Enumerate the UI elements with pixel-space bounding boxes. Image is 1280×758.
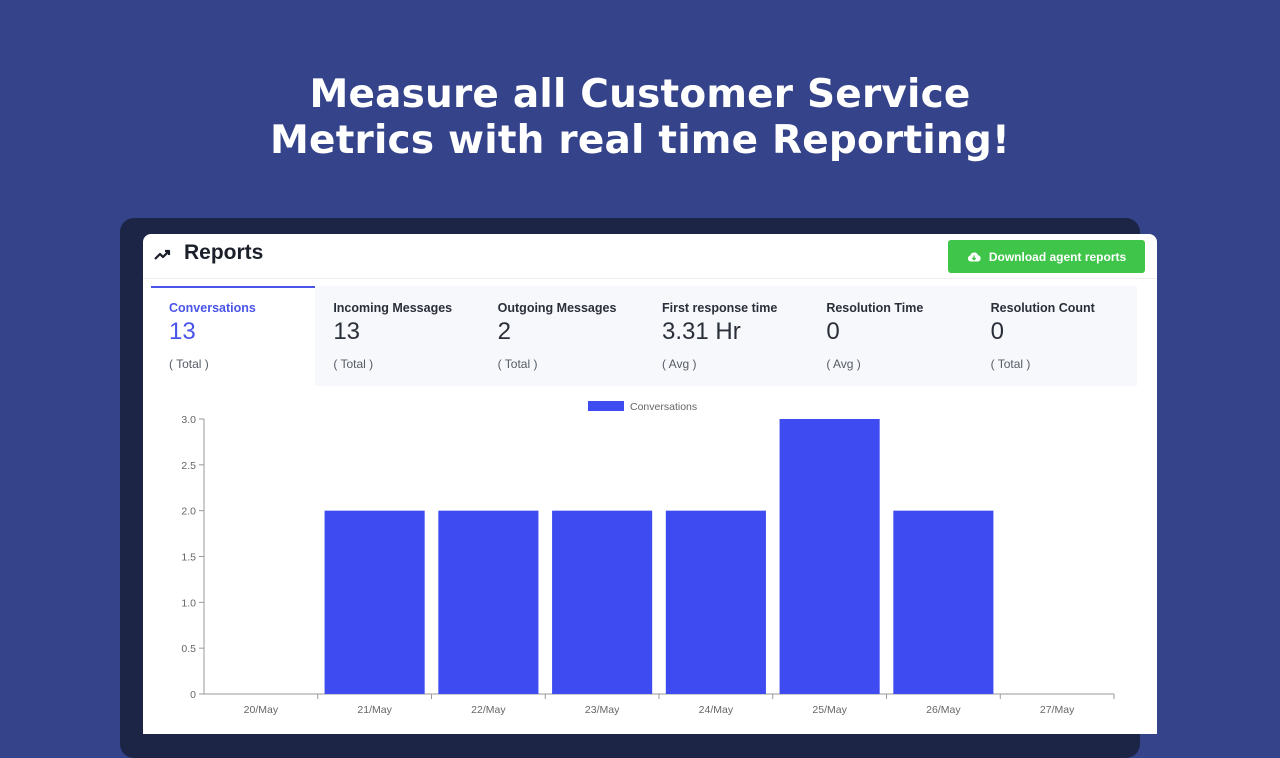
y-tick-label: 1.0	[181, 597, 196, 609]
x-tick-label: 24/May	[699, 704, 734, 716]
headline-line-1: Measure all Customer Service	[309, 72, 971, 117]
legend-label: Conversations	[630, 401, 697, 413]
bar	[438, 510, 539, 694]
y-tick-label: 2.0	[181, 506, 196, 518]
bar-chart: Conversations 0 0.5 1.0 1.5 2.0 2.5 3.0 20/May 21…	[181, 401, 1115, 716]
metric-label: Resolution Count	[990, 301, 1095, 315]
metric-value: 13	[169, 318, 196, 345]
x-tick-label: 22/May	[471, 704, 506, 716]
conversations-chart: Conversations 0 0.5 1.0 1.5 2.0 2.5 3.0 20/May 21…	[151, 386, 1137, 734]
bar	[324, 510, 425, 694]
cloud-download-icon	[967, 251, 981, 261]
metric-sub: ( Avg )	[661, 357, 697, 371]
metric-label: First response time	[661, 301, 778, 315]
metric-value: 2	[497, 318, 512, 345]
headline-line-2: Metrics with real time Reporting!	[270, 118, 1010, 163]
metric-value: 3.31 Hr	[661, 318, 741, 345]
metric-value: 13	[333, 318, 361, 345]
tab-resolution-time[interactable]: Resolution Time 0 ( Avg )	[808, 286, 972, 386]
metric-label: Outgoing Messages	[497, 301, 617, 315]
bar	[893, 510, 994, 694]
y-tick-label: 1.5	[181, 552, 196, 564]
metric-value: 0	[990, 318, 1004, 345]
x-tick-label: 25/May	[812, 704, 847, 716]
metric-label: Resolution Time	[826, 301, 924, 315]
tab-resolution-count[interactable]: Resolution Count 0 ( Total )	[973, 286, 1137, 386]
y-tick-label: 0	[190, 689, 196, 701]
metric-sub: ( Total )	[333, 357, 374, 371]
x-tick-label: 20/May	[244, 704, 279, 716]
download-agent-reports-button[interactable]: Download agent reports	[948, 240, 1145, 273]
metric-sub: ( Total )	[497, 357, 538, 371]
metric-label: Incoming Messages	[333, 301, 453, 315]
headline: Measure all Customer Service Metrics wit…	[0, 72, 1280, 164]
metric-sub: ( Total )	[169, 357, 209, 371]
metric-sub: ( Avg )	[826, 357, 861, 371]
metric-sub: ( Total )	[990, 357, 1031, 371]
legend-swatch	[588, 401, 624, 411]
bar	[552, 510, 653, 694]
page-title: Reports	[184, 241, 264, 264]
metric-label: Conversations	[169, 301, 256, 315]
bar	[779, 419, 880, 694]
tab-outgoing-messages[interactable]: Outgoing Messages 2 ( Total )	[480, 286, 644, 386]
y-tick-label: 2.5	[181, 460, 196, 472]
reports-header: Reports Download agent reports	[143, 234, 1157, 279]
reports-screen: Reports Download agent reports Conversat…	[143, 234, 1157, 734]
y-tick-label: 3.0	[181, 414, 196, 426]
x-tick-label: 23/May	[585, 704, 620, 716]
y-tick-label: 0.5	[181, 643, 196, 655]
trending-up-icon	[154, 249, 171, 260]
tab-conversations[interactable]: Conversations 13 ( Total )	[151, 286, 316, 386]
bar	[665, 510, 766, 694]
download-button-label: Download agent reports	[988, 249, 1127, 264]
x-tick-label: 21/May	[357, 704, 392, 716]
tab-incoming-messages[interactable]: Incoming Messages 13 ( Total )	[315, 286, 479, 386]
metrics-tabs: Conversations 13 ( Total ) Incoming Mess…	[151, 286, 1137, 386]
tab-first-response-time[interactable]: First response time 3.31 Hr ( Avg )	[644, 286, 808, 386]
x-tick-label: 27/May	[1040, 704, 1075, 716]
metric-value: 0	[826, 318, 840, 345]
x-tick-label: 26/May	[926, 704, 961, 716]
